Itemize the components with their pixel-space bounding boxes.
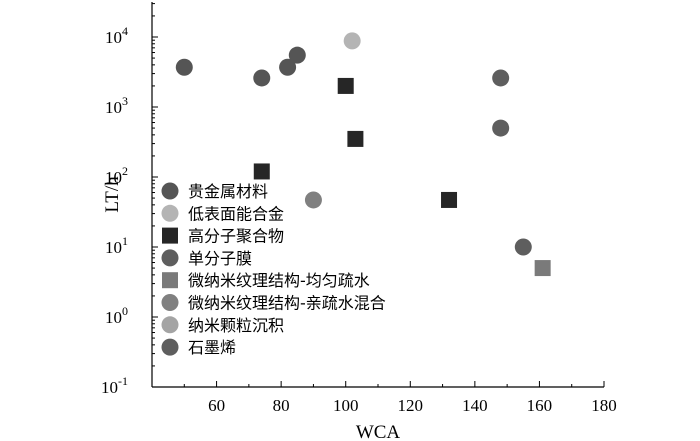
x-tick-label: 80 (273, 396, 290, 415)
legend-marker (161, 294, 179, 311)
legend-marker (161, 249, 179, 267)
data-marks (175, 32, 551, 277)
data-point (279, 58, 297, 76)
y-tick-label: 101 (105, 234, 128, 257)
legend-label: 纳米颗粒沉积 (188, 316, 284, 335)
y-tick-label: 103 (105, 94, 128, 117)
data-point (441, 191, 458, 208)
legend-label: 微纳米纹理结构-亲疏水混合 (188, 294, 386, 313)
data-point (288, 46, 306, 64)
x-tick-label: 140 (462, 396, 488, 415)
data-point (534, 260, 551, 277)
legend-label: 单分子膜 (188, 249, 252, 268)
y-tick-label: 104 (105, 24, 128, 47)
y-tick-label: 100 (105, 304, 128, 327)
data-point (347, 130, 364, 147)
legend-label: 石墨烯 (188, 338, 236, 357)
axes: 60 80 100 120 140 160 180 10-1 100 101 102 103 104 WC… (101, 2, 617, 441)
data-point (492, 69, 510, 87)
y-tick-label: 10-1 (101, 374, 128, 397)
x-tick-label: 160 (527, 396, 553, 415)
data-point (304, 191, 322, 209)
data-point (175, 58, 193, 76)
legend-label: 低表面能合金 (188, 204, 284, 223)
x-tick-label: 180 (591, 396, 617, 415)
x-tick-label: 60 (208, 396, 225, 415)
legend-marker (161, 316, 179, 334)
legend: 贵金属材料低表面能合金高分子聚合物单分子膜微纳米纹理结构-均匀疏水微纳米纹理结构… (161, 182, 386, 357)
legend-marker (162, 227, 178, 244)
y-tick-label: 102 (105, 164, 128, 187)
legend-marker (161, 338, 179, 356)
legend-label: 微纳米纹理结构-均匀疏水 (188, 271, 370, 290)
x-axis-title: WCA (356, 422, 401, 441)
data-point (492, 119, 510, 137)
legend-marker (161, 204, 179, 222)
data-point (253, 163, 270, 180)
data-point (514, 238, 532, 256)
x-tick-label: 100 (333, 396, 359, 415)
legend-label: 贵金属材料 (188, 182, 268, 201)
x-tick-label: 120 (398, 396, 424, 415)
data-point (253, 69, 271, 87)
data-point (343, 32, 361, 50)
data-point (337, 77, 354, 94)
y-axis-title: LT/h (102, 176, 123, 213)
legend-label: 高分子聚合物 (188, 227, 284, 246)
legend-marker (162, 272, 178, 289)
legend-marker (161, 182, 179, 200)
